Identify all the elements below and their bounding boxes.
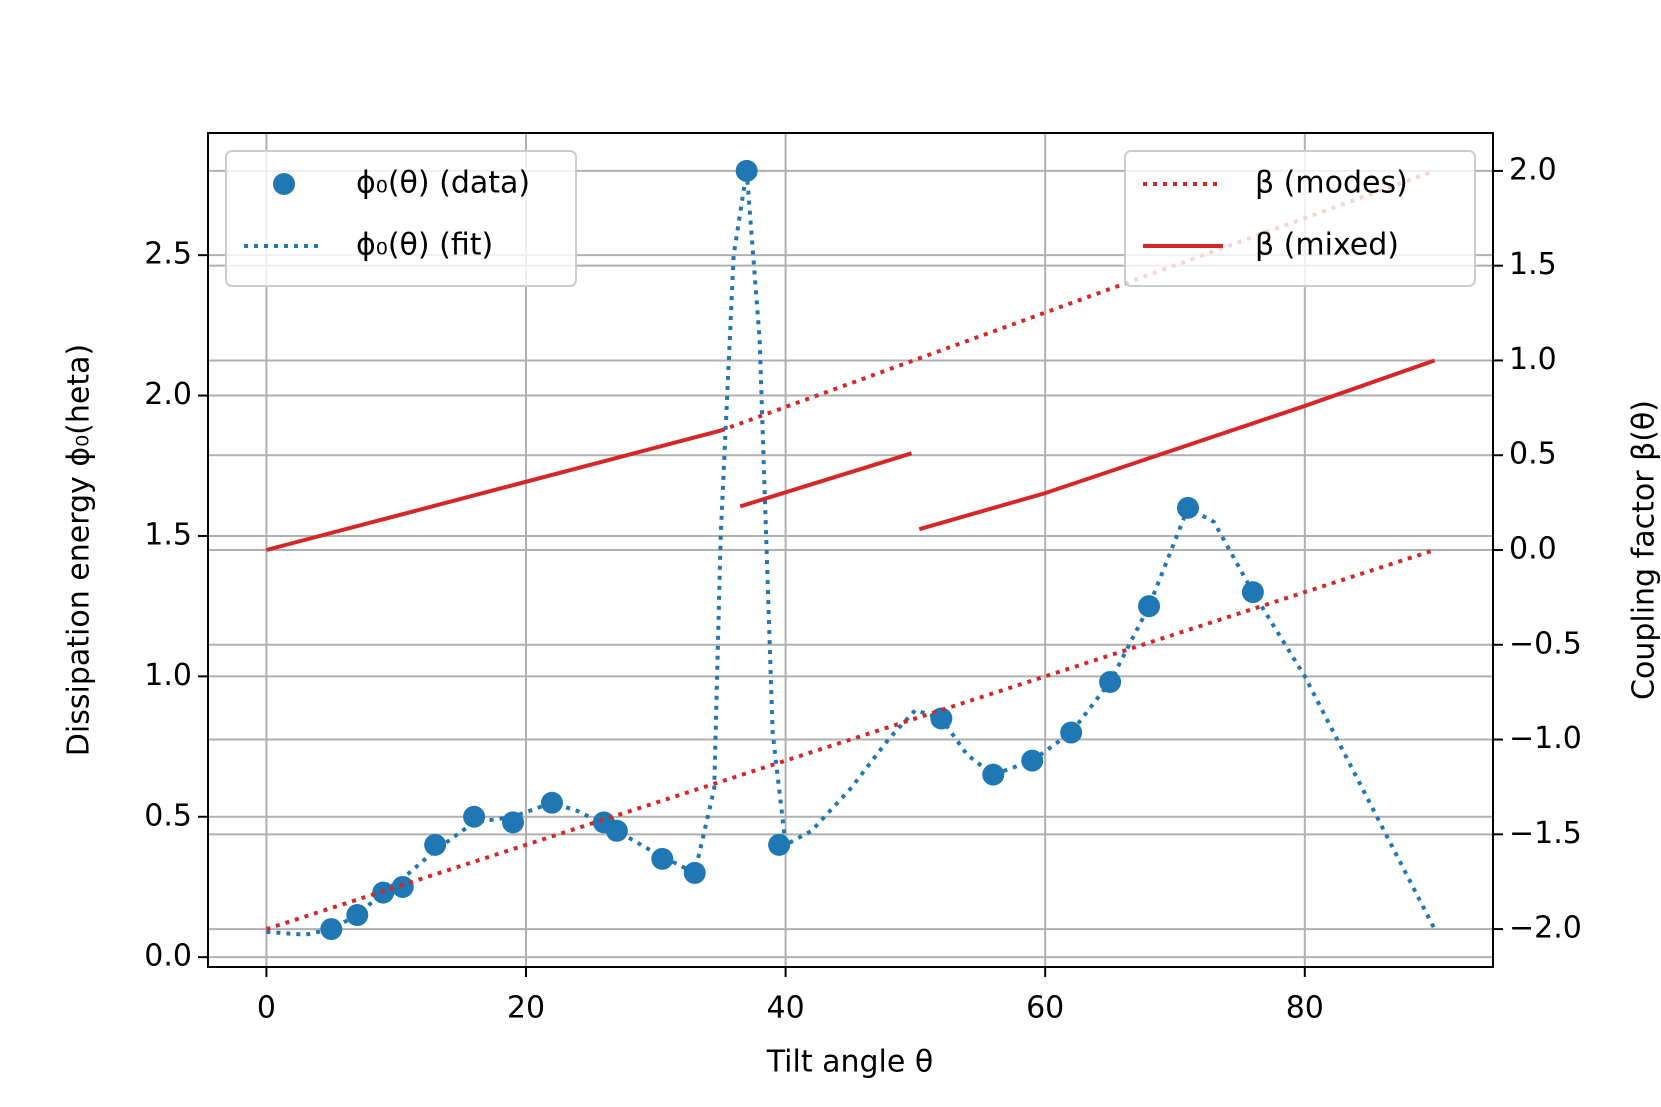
data-point	[346, 904, 369, 927]
x-tick-label: 60	[1026, 991, 1064, 1026]
y2-tick-label: 0.5	[1509, 437, 1557, 472]
data-point	[982, 763, 1005, 786]
y-tick-label: 2.0	[144, 377, 192, 412]
legend-box	[225, 150, 577, 287]
legend-label: β (modes)	[1255, 166, 1408, 201]
data-point	[463, 805, 486, 828]
y-tick-label: 0.5	[144, 798, 192, 833]
y-tick-label: 1.5	[144, 517, 192, 552]
data-point	[502, 811, 525, 834]
y-tick-label: 1.0	[144, 658, 192, 693]
y2-tick-label: 1.5	[1509, 247, 1557, 282]
series-line	[265, 358, 1436, 552]
x-tick-label: 0	[257, 991, 276, 1026]
data-point	[768, 833, 791, 856]
y-axis-label: Dissipation energy ϕ₀(heta)	[62, 344, 97, 756]
y2-tick-label: −0.5	[1509, 626, 1582, 661]
data-point	[320, 918, 343, 941]
y-tick-label: 0.0	[144, 939, 192, 974]
y-tick-label: 2.5	[144, 237, 192, 272]
legend-box	[1124, 150, 1476, 287]
y2-tick-label: −1.5	[1509, 816, 1582, 851]
y2-tick-label: 2.0	[1509, 152, 1557, 187]
y2-tick-label: −2.0	[1509, 911, 1582, 946]
x-tick-label: 80	[1286, 991, 1324, 1026]
series-line	[266, 170, 1437, 937]
data-point	[424, 833, 447, 856]
legend-label: ϕ₀(θ) (data)	[356, 166, 530, 201]
legend-label: β (mixed)	[1255, 228, 1399, 263]
y2-tick-label: 1.0	[1509, 342, 1557, 377]
y2-tick-label: 0.0	[1509, 532, 1557, 567]
data-point	[651, 847, 674, 870]
y2-tick-label: −1.0	[1509, 721, 1582, 756]
legend-label: ϕ₀(θ) (fit)	[356, 228, 493, 263]
data-point	[1060, 721, 1083, 744]
y2-axis-label: Coupling factor β(θ)	[1627, 400, 1661, 700]
x-tick-label: 40	[767, 991, 805, 1026]
data-point	[683, 861, 706, 884]
x-axis-label: Tilt angle θ	[766, 1045, 934, 1080]
data-point	[540, 791, 563, 814]
data-point	[1138, 595, 1161, 618]
plot-frame	[207, 132, 1494, 968]
data-point	[391, 875, 414, 898]
legend-swatch	[273, 173, 295, 195]
data-point	[605, 819, 628, 842]
x-tick-label: 20	[507, 991, 545, 1026]
